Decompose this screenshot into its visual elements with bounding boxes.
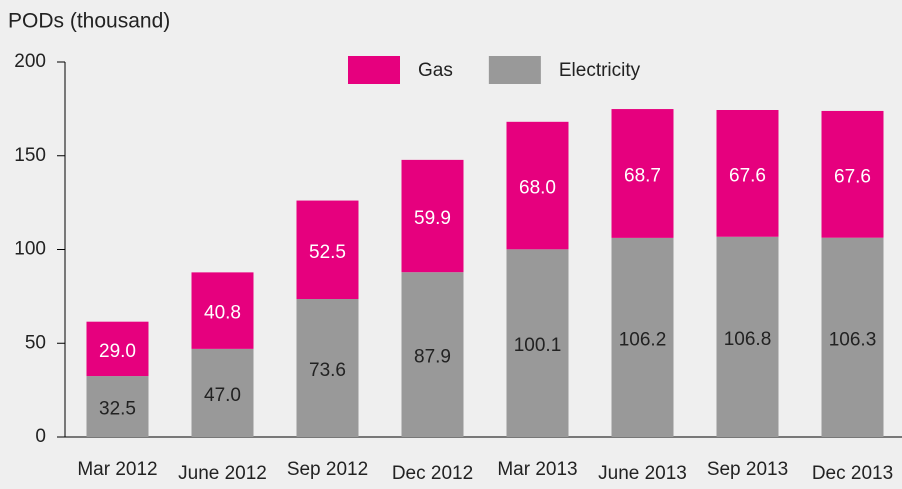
bar-segment: [716, 236, 779, 437]
bar-segment: [191, 348, 254, 437]
data-label: 68.7: [624, 165, 661, 186]
data-label: 29.0: [99, 341, 136, 362]
bar-segment: [401, 159, 464, 273]
x-tick-label: Sep 2013: [707, 459, 788, 480]
chart-title: PODs (thousand): [8, 10, 170, 33]
data-label: 52.5: [309, 242, 346, 263]
data-label: 87.9: [414, 347, 451, 368]
y-tick-label: 0: [35, 426, 46, 447]
legend-swatch: [488, 56, 541, 84]
x-tick-label: June 2012: [178, 463, 267, 484]
x-tick-label: Dec 2012: [392, 463, 473, 484]
bar-segment: [821, 110, 884, 238]
data-label: 47.0: [204, 385, 241, 406]
bar-segment: [506, 121, 569, 250]
data-label: 106.3: [829, 329, 877, 350]
y-tick-label: 100: [14, 239, 46, 260]
x-tick-label: June 2013: [598, 463, 687, 484]
bar-segment: [506, 249, 569, 437]
bar-segment: [716, 110, 779, 237]
data-label: 32.5: [99, 399, 136, 420]
data-label: 100.1: [514, 335, 562, 356]
bar-segment: [401, 272, 464, 437]
data-label: 67.6: [834, 166, 871, 187]
legend-label: Gas: [418, 60, 453, 81]
data-label: 59.9: [414, 208, 451, 229]
y-tick-label: 150: [14, 145, 46, 166]
x-tick-label: Mar 2013: [497, 459, 577, 480]
data-label: 106.2: [619, 329, 667, 350]
bar-segment: [191, 272, 254, 349]
y-tick-label: 200: [14, 51, 46, 72]
data-label: 106.8: [724, 329, 772, 350]
data-label: 73.6: [309, 360, 346, 381]
y-tick-label: 50: [25, 332, 46, 353]
x-tick-label: Dec 2013: [812, 463, 893, 484]
bar-segment: [296, 299, 359, 437]
bar-segment: [611, 237, 674, 437]
bar-segment: [86, 321, 149, 377]
data-label: 68.0: [519, 178, 556, 199]
data-label: 40.8: [204, 303, 241, 324]
bar-segment: [611, 109, 674, 238]
bar-segment: [86, 376, 149, 437]
x-tick-label: Mar 2012: [77, 459, 157, 480]
bar-segment: [296, 200, 359, 299]
data-label: 67.6: [729, 165, 766, 186]
x-tick-label: Sep 2012: [287, 459, 368, 480]
legend-label: Electricity: [559, 60, 641, 81]
legend-swatch: [348, 56, 400, 84]
bar-segment: [821, 237, 884, 437]
